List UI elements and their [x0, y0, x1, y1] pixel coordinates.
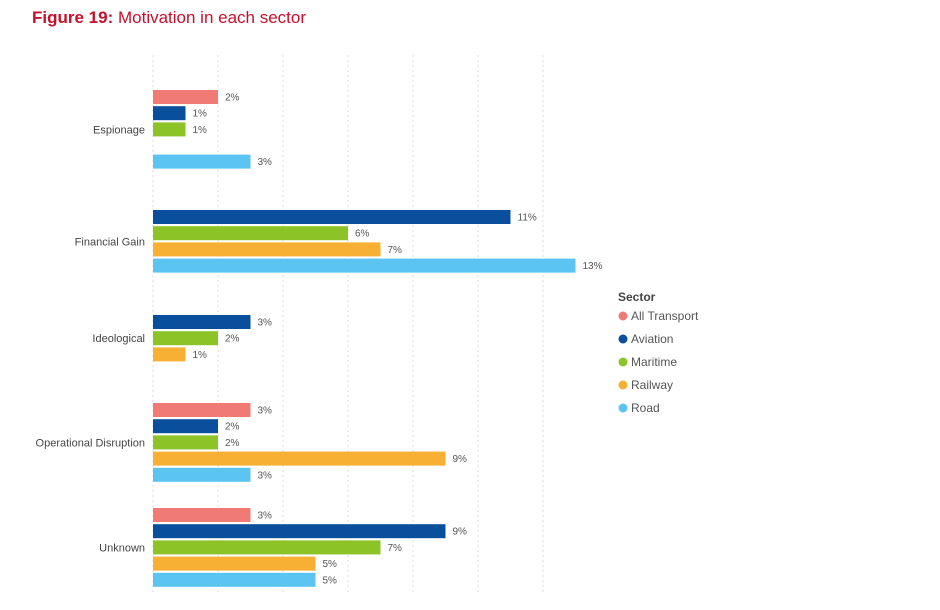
- bar-road: [153, 258, 576, 273]
- bar-all-transport: [153, 508, 251, 522]
- bar-aviation: [153, 315, 251, 329]
- bar-road: [153, 572, 316, 587]
- data-label: 7%: [388, 543, 403, 554]
- category-label: Unknown: [99, 542, 145, 554]
- bar-road: [153, 467, 251, 482]
- legend-marker: [618, 311, 628, 321]
- bar-aviation: [153, 419, 218, 434]
- bar-railway: [153, 556, 316, 571]
- bar-railway: [153, 451, 446, 466]
- legend-marker: [618, 380, 628, 390]
- bar-maritime: [153, 122, 186, 137]
- legend-label: Aviation: [631, 332, 673, 346]
- category-label: Espionage: [93, 124, 145, 136]
- legend-label: Maritime: [631, 355, 677, 369]
- data-label: 9%: [453, 527, 468, 538]
- data-label: 11%: [518, 213, 537, 224]
- data-label: 1%: [193, 125, 208, 136]
- data-label: 1%: [193, 109, 208, 120]
- bar-railway: [153, 242, 381, 257]
- legend-title: Sector: [618, 290, 656, 304]
- data-label: 3%: [258, 157, 273, 168]
- legend-marker: [618, 357, 628, 367]
- bar-aviation: [153, 210, 511, 224]
- legend-label: All Transport: [631, 309, 699, 323]
- bar-all-transport: [153, 403, 251, 417]
- bar-road: [153, 154, 251, 169]
- data-label: 2%: [225, 422, 240, 433]
- bar-maritime: [153, 540, 381, 555]
- data-label: 3%: [258, 511, 273, 522]
- figure-title: Figure 19: Motivation in each sector: [32, 8, 306, 28]
- data-label: 1%: [193, 350, 208, 361]
- legend-label: Road: [631, 401, 660, 415]
- bar-maritime: [153, 226, 348, 241]
- bar-all-transport: [153, 90, 218, 104]
- bar-aviation: [153, 524, 446, 539]
- data-label: 2%: [225, 93, 240, 104]
- category-label: Ideological: [92, 333, 145, 345]
- data-label: 9%: [453, 454, 468, 465]
- data-label: 6%: [355, 229, 370, 240]
- data-label: 3%: [258, 470, 273, 481]
- bar-maritime: [153, 331, 218, 346]
- legend-marker: [618, 403, 628, 413]
- data-label: 2%: [225, 334, 240, 345]
- legend-label: Railway: [631, 378, 673, 392]
- data-label: 3%: [258, 318, 273, 329]
- data-label: 2%: [225, 438, 240, 449]
- category-label: Operational Disruption: [36, 437, 145, 449]
- category-label: Financial Gain: [75, 236, 145, 248]
- figure-number: Figure 19:: [32, 8, 114, 27]
- bar-maritime: [153, 435, 218, 450]
- data-label: 13%: [583, 261, 603, 272]
- legend-marker: [618, 334, 628, 344]
- figure-caption: Motivation in each sector: [117, 8, 307, 27]
- data-label: 3%: [258, 406, 273, 417]
- data-label: 7%: [388, 245, 403, 256]
- bar-aviation: [153, 106, 186, 121]
- data-label: 5%: [323, 575, 338, 586]
- bar-railway: [153, 347, 186, 362]
- data-label: 5%: [323, 559, 338, 570]
